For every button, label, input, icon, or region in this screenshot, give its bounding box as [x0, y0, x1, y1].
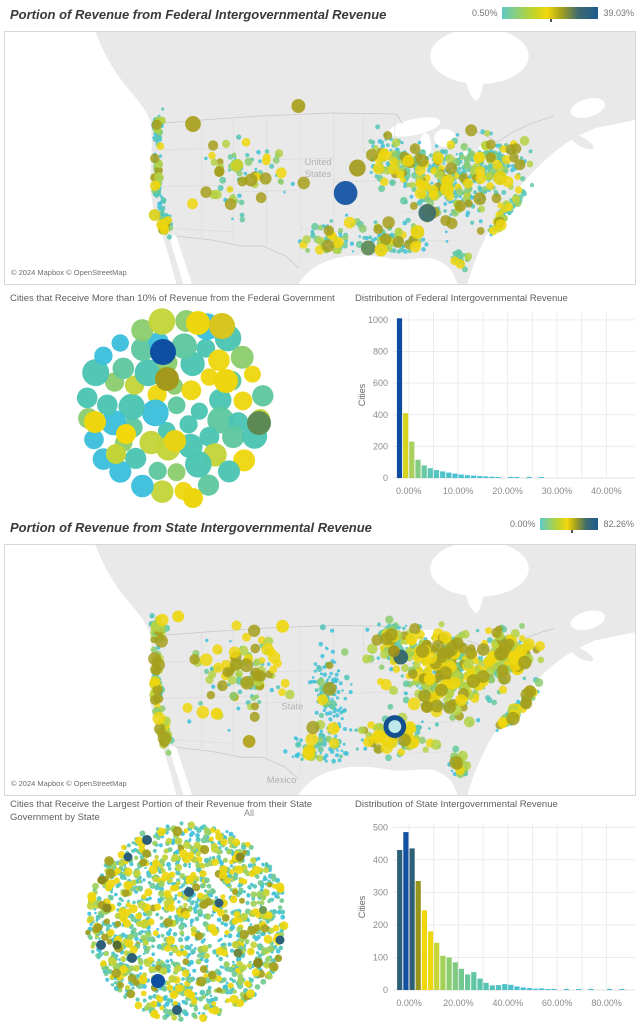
federal-legend-min-label: 0.50%	[471, 8, 498, 18]
svg-text:10.00%: 10.00%	[443, 486, 474, 496]
svg-text:20.00%: 20.00%	[492, 486, 523, 496]
svg-text:600: 600	[373, 378, 388, 388]
svg-text:40.00%: 40.00%	[493, 998, 524, 1008]
svg-text:0: 0	[383, 473, 388, 483]
state-histogram[interactable]: 0 100 200 300 400 500 0.00% 20.00% 40.00% 60.00% 8…	[355, 818, 640, 1024]
svg-text:0.00%: 0.00%	[396, 486, 422, 496]
svg-text:300: 300	[373, 887, 388, 897]
svg-text:60.00%: 60.00%	[542, 998, 573, 1008]
svg-text:0: 0	[383, 985, 388, 995]
svg-text:United: United	[305, 156, 332, 167]
state-bubble-filter-label[interactable]: All	[243, 808, 254, 818]
svg-text:20.00%: 20.00%	[443, 998, 474, 1008]
federal-bubble-title: Cities that Receive More than 10% of Rev…	[10, 293, 335, 304]
svg-text:400: 400	[373, 410, 388, 420]
svg-text:400: 400	[373, 855, 388, 865]
svg-text:State: State	[282, 702, 304, 712]
state-map-panel[interactable]: State Mexico © 2024 Mapbox © OpenStreetMa…	[4, 544, 636, 796]
svg-text:80.00%: 80.00%	[591, 998, 622, 1008]
svg-text:Mexico: Mexico	[267, 775, 297, 785]
state-map[interactable]: State Mexico	[5, 545, 635, 795]
federal-legend-max-label: 39.03%	[603, 8, 634, 18]
svg-text:0.00%: 0.00%	[396, 998, 422, 1008]
svg-text:800: 800	[373, 347, 388, 357]
svg-text:1000: 1000	[368, 315, 388, 325]
state-color-legend[interactable]: 0.00% 82.26%	[509, 518, 634, 533]
federal-histogram[interactable]: 0 200 400 600 800 1000 0.00% 10.00% 20.00% 30.00%…	[355, 306, 640, 508]
state-legend-gradient-bar[interactable]	[540, 518, 599, 533]
svg-text:500: 500	[373, 822, 388, 832]
federal-histogram-title: Distribution of Federal Intergovernmenta…	[355, 293, 568, 304]
svg-text:Cities: Cities	[357, 895, 367, 918]
state-bubble-title: Cities that Receive the Largest Portion …	[10, 799, 313, 823]
legend-tick-mark	[571, 530, 573, 533]
svg-text:200: 200	[373, 441, 388, 451]
state-histogram-title: Distribution of State Intergovernmental …	[355, 799, 558, 810]
svg-text:States: States	[305, 168, 332, 179]
federal-legend-gradient-bar[interactable]	[502, 7, 599, 22]
state-legend-min-label: 0.00%	[509, 519, 536, 529]
federal-section-title: Portion of Revenue from Federal Intergov…	[10, 7, 387, 22]
federal-color-legend[interactable]: 0.50% 39.03%	[471, 7, 634, 22]
map-attribution-link[interactable]: © 2024 Mapbox © OpenStreetMap	[5, 777, 133, 790]
svg-text:Cities: Cities	[357, 383, 367, 406]
state-legend-max-label: 82.26%	[603, 519, 634, 529]
map-attribution-link[interactable]: © 2024 Mapbox © OpenStreetMap	[5, 266, 133, 279]
legend-tick-mark	[550, 19, 552, 22]
svg-text:30.00%: 30.00%	[542, 486, 573, 496]
state-bubble-chart[interactable]	[10, 820, 350, 1024]
svg-text:40.00%: 40.00%	[591, 486, 622, 496]
federal-bubble-chart[interactable]	[10, 308, 350, 510]
state-section-title: Portion of Revenue from State Intergover…	[10, 520, 372, 535]
svg-text:100: 100	[373, 953, 388, 963]
svg-text:200: 200	[373, 920, 388, 930]
federal-map-panel[interactable]: United States © 2024 Mapbox © OpenStreetM…	[4, 31, 636, 285]
